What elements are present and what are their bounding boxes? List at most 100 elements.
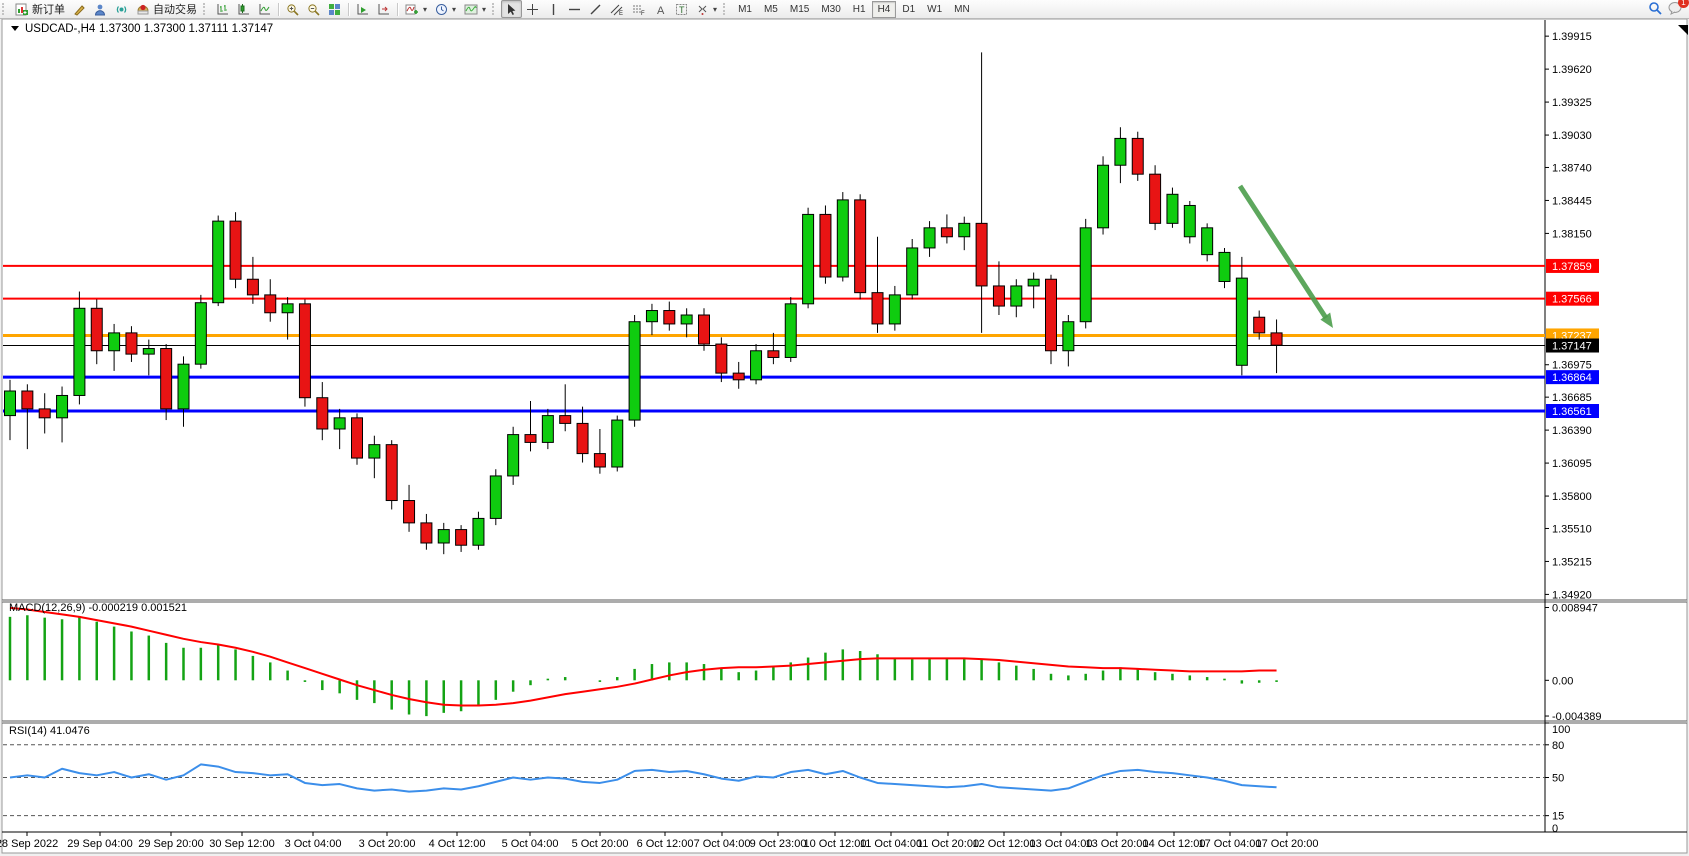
crayon-button[interactable]	[69, 0, 90, 18]
macd-panel	[8, 606, 1278, 717]
candle-59	[1027, 272, 1040, 309]
svg-text:12 Oct 12:00: 12 Oct 12:00	[973, 838, 1036, 850]
support-line-2[interactable]: 1.36561	[3, 404, 1599, 419]
svg-text:50: 50	[1552, 773, 1564, 785]
neworder-icon	[15, 3, 29, 16]
autotrade-icon	[136, 3, 150, 16]
bar-chart-button[interactable]	[212, 0, 233, 18]
candle-11	[194, 294, 207, 369]
zoom-out-button[interactable]	[303, 0, 324, 18]
timeframe-button-d1[interactable]: D1	[902, 3, 916, 15]
timeframe-button-m5[interactable]: M5	[763, 3, 778, 15]
cursor-button[interactable]	[501, 0, 523, 18]
resistance-line-2[interactable]: 1.37566	[3, 291, 1599, 306]
toolbar-grip	[203, 3, 209, 15]
notification-badge: 1	[1678, 0, 1689, 8]
svg-text:14 Oct 12:00: 14 Oct 12:00	[1143, 838, 1206, 850]
candle-70	[1218, 247, 1231, 289]
timeframe-button-m30[interactable]: M30	[821, 3, 841, 15]
current-price-line[interactable]: 1.37147	[3, 338, 1599, 353]
timeframe-button-h1[interactable]: H1	[852, 3, 866, 15]
equidistant-channel-button[interactable]: E	[606, 0, 628, 18]
templates-button[interactable]: ▾	[460, 0, 490, 18]
fibonacci-button[interactable]: F	[628, 0, 650, 18]
candle-0	[4, 379, 16, 441]
timeframe-button-m15[interactable]: M15	[789, 3, 810, 15]
svg-text:1.34920: 1.34920	[1552, 589, 1592, 601]
chart-shift-button[interactable]	[373, 0, 394, 18]
candle-22	[385, 440, 398, 510]
candle-61	[1062, 315, 1075, 367]
search-icon[interactable]	[1648, 1, 1662, 18]
candle-60	[1045, 274, 1057, 365]
new-order-button[interactable]: 新订单	[11, 0, 69, 18]
svg-text:10 Oct 12:00: 10 Oct 12:00	[804, 838, 867, 850]
chart-menu-triangle-icon[interactable]	[11, 26, 19, 31]
shift-icon	[377, 3, 390, 16]
text-button[interactable]: A	[650, 0, 671, 18]
candle-53	[923, 221, 936, 257]
window-frame	[0, 18, 1689, 856]
svg-text:1.39030: 1.39030	[1552, 130, 1592, 142]
candle-64	[1114, 127, 1127, 184]
cursor-icon	[505, 3, 518, 16]
svg-text:A: A	[657, 5, 665, 16]
candle-69	[1201, 223, 1214, 262]
support-line-1[interactable]: 1.36864	[3, 370, 1599, 385]
svg-text:1.36390: 1.36390	[1552, 425, 1592, 437]
tile-windows-button[interactable]	[324, 0, 345, 18]
news-feed-button[interactable]	[111, 0, 132, 18]
svg-text:3 Oct 20:00: 3 Oct 20:00	[359, 838, 416, 850]
channel-icon: E	[610, 3, 624, 16]
autoscroll-icon	[356, 3, 369, 16]
candle-10	[177, 356, 190, 427]
notifications-icon[interactable]: 1	[1668, 0, 1689, 18]
hline-icon	[568, 3, 581, 16]
svg-text:1.39325: 1.39325	[1552, 97, 1592, 109]
candlestick-chart-button[interactable]	[233, 0, 254, 18]
candle-14	[246, 256, 259, 304]
profile-icon	[94, 3, 107, 16]
timeframe-button-mn[interactable]: MN	[954, 3, 970, 15]
timeframe-button-w1[interactable]: W1	[927, 3, 943, 15]
candle-34	[593, 429, 606, 474]
timeframe-button-m1[interactable]: M1	[738, 3, 752, 15]
svg-text:9 Oct 23:00: 9 Oct 23:00	[750, 838, 807, 850]
trendline-button[interactable]	[585, 0, 606, 18]
candle-21	[368, 435, 381, 479]
auto-trading-button-label: 自动交易	[153, 4, 197, 16]
crosshair-button[interactable]	[522, 0, 543, 18]
svg-text:5 Oct 20:00: 5 Oct 20:00	[572, 838, 629, 850]
trend-arrow[interactable]	[1237, 184, 1333, 328]
periods-button[interactable]: ▾	[431, 0, 460, 18]
line-chart-button[interactable]	[254, 0, 275, 18]
zoom-in-button[interactable]	[282, 0, 303, 18]
svg-text:29 Sep 04:00: 29 Sep 04:00	[67, 838, 132, 850]
price-lines-layer[interactable]: 1.378591.375661.372371.371471.368641.365…	[3, 258, 1599, 419]
candle-26	[455, 525, 468, 552]
svg-text:E: E	[619, 11, 623, 16]
resistance-line-1[interactable]: 1.37859	[3, 258, 1599, 273]
svg-text:1.35215: 1.35215	[1552, 556, 1592, 568]
candle-45	[784, 297, 797, 362]
auto-scroll-button[interactable]	[352, 0, 373, 18]
dropdown-caret-icon: ▾	[482, 4, 487, 14]
svg-text:30 Sep 12:00: 30 Sep 12:00	[209, 838, 274, 850]
vertical-line-button[interactable]	[543, 0, 564, 18]
sound-icon	[115, 3, 128, 16]
auto-trading-button[interactable]: 自动交易	[132, 0, 201, 18]
candle-13	[229, 212, 242, 289]
horizontal-line-button[interactable]	[564, 0, 585, 18]
text-label-button[interactable]: T	[671, 0, 692, 18]
profile-button[interactable]	[90, 0, 111, 18]
timeframe-button-h4[interactable]: H4	[871, 0, 897, 18]
candle-9	[160, 344, 173, 421]
candle-49	[854, 194, 867, 300]
candle-36	[628, 315, 641, 427]
shapes-button[interactable]: ▾	[692, 0, 721, 18]
toolbar-grip	[492, 3, 498, 15]
indicators-button[interactable]: ▾	[401, 0, 431, 18]
svg-text:0: 0	[1552, 823, 1558, 835]
candle-52	[906, 239, 919, 300]
